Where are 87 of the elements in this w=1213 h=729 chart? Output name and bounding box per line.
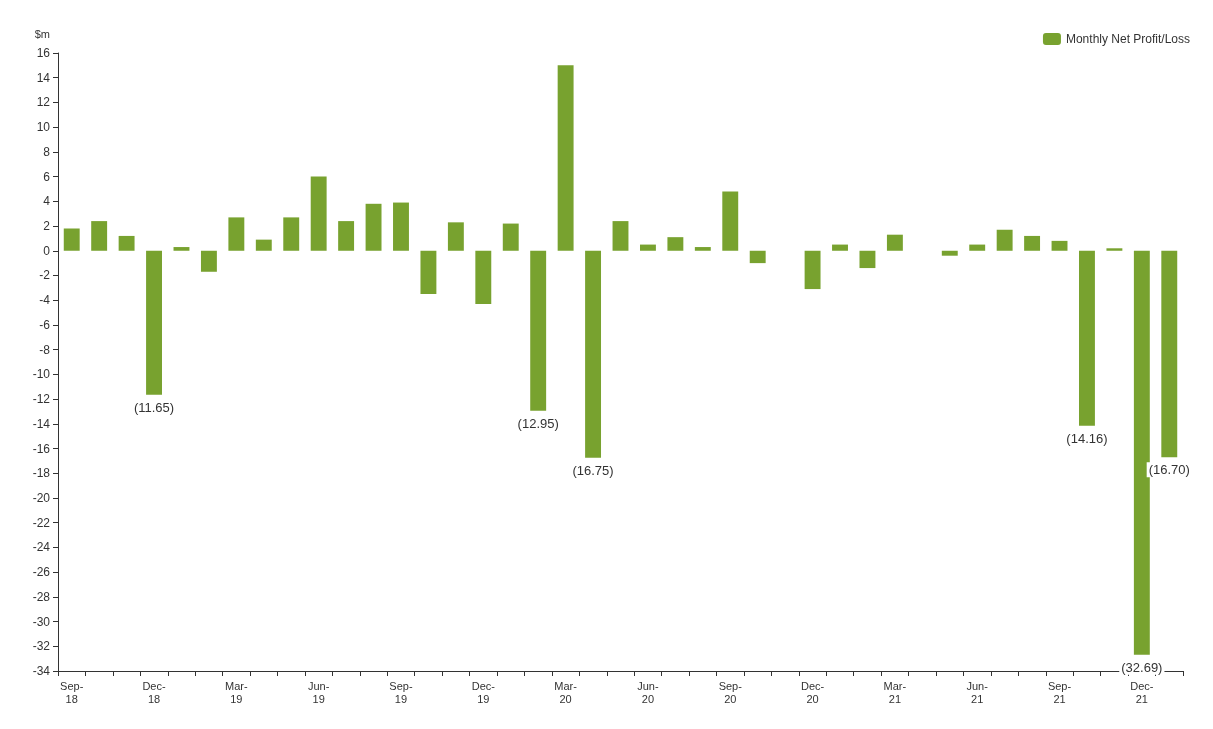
bar — [969, 244, 986, 251]
bar — [859, 250, 876, 269]
bar — [283, 217, 300, 251]
bar — [200, 250, 217, 272]
y-tick-label: -34 — [32, 664, 51, 678]
x-tick-label: Mar-21 — [883, 679, 907, 705]
data-label: (16.70) — [1148, 462, 1190, 478]
bar — [63, 228, 80, 251]
bar — [173, 247, 190, 251]
y-tick-label: -8 — [39, 342, 51, 357]
bar — [667, 237, 684, 251]
y-tick-label: -28 — [32, 589, 51, 604]
x-tick-label: Jun-20 — [637, 679, 659, 705]
x-tick-label: Mar-20 — [554, 679, 578, 705]
data-label: (32.69) — [1121, 659, 1163, 675]
y-tick-label: -24 — [32, 540, 51, 555]
bar — [1079, 250, 1095, 426]
y-tick-label: -2 — [39, 268, 51, 283]
y-tick-label: -18 — [32, 466, 51, 481]
x-tick-label: Sep-20 — [718, 679, 743, 705]
y-tick-label: -4 — [39, 293, 51, 308]
x-tick-label: Mar-19 — [225, 679, 248, 705]
bar — [941, 250, 958, 256]
data-label: (16.75) — [572, 462, 614, 478]
bar — [91, 221, 108, 251]
bar — [338, 221, 355, 251]
y-tick-label: -16 — [32, 441, 51, 456]
bar — [1106, 248, 1123, 251]
x-tick-label: Dec-20 — [800, 679, 825, 705]
data-label: (12.95) — [517, 415, 559, 431]
x-tick-label: Sep-19 — [389, 679, 413, 705]
bar — [420, 250, 437, 295]
bar — [475, 250, 492, 304]
y-tick-label: -14 — [32, 416, 51, 431]
y-tick-label: 12 — [36, 95, 51, 110]
y-tick-label: 2 — [43, 219, 51, 234]
y-tick-label: 16 — [36, 46, 51, 60]
bar — [557, 65, 574, 251]
data-label: (11.65) — [133, 399, 175, 415]
bar — [310, 176, 327, 251]
x-tick-label: Jun-21 — [966, 679, 989, 705]
y-tick-label: -32 — [32, 639, 51, 654]
y-tick-label: 6 — [43, 169, 51, 184]
x-tick-label: Dec-19 — [471, 679, 496, 705]
legend-label: Monthly Net Profit/Loss — [1065, 32, 1191, 46]
bar — [804, 250, 821, 290]
y-tick-label: 14 — [36, 70, 51, 85]
y-tick-label: -22 — [32, 515, 51, 530]
bar — [118, 235, 135, 251]
bar — [255, 239, 272, 251]
y-tick-label: 4 — [43, 194, 51, 209]
bar — [886, 234, 903, 251]
x-tick-label: Sep-18 — [60, 679, 84, 705]
bar — [447, 222, 464, 251]
y-tick-label: -26 — [32, 565, 51, 580]
y-axis-title: $m — [34, 27, 50, 40]
bar — [832, 244, 848, 251]
bar — [749, 250, 766, 264]
y-tick-label: -10 — [32, 367, 51, 382]
bar — [1161, 250, 1178, 458]
y-tick-label: -20 — [32, 490, 51, 505]
bar — [1051, 240, 1068, 251]
y-tick-label: 10 — [36, 120, 51, 135]
bar — [1024, 235, 1041, 251]
y-tick-label: 0 — [43, 243, 51, 258]
x-tick-label: Dec-21 — [1130, 679, 1154, 705]
bar — [996, 229, 1013, 251]
bar — [1133, 250, 1150, 655]
x-tick-label: Sep-21 — [1047, 679, 1072, 705]
bar — [502, 223, 519, 251]
data-label: (14.16) — [1066, 430, 1108, 446]
bar — [146, 250, 162, 395]
bar — [365, 203, 382, 251]
x-tick-label: Jun-19 — [307, 679, 330, 705]
bar — [694, 247, 711, 251]
bar — [228, 217, 245, 251]
y-tick-label: -6 — [39, 317, 51, 332]
bar — [639, 244, 656, 251]
bar — [612, 221, 629, 251]
bar — [722, 191, 739, 251]
y-tick-label: 8 — [43, 144, 51, 159]
y-tick-label: -30 — [32, 614, 51, 629]
bar — [530, 250, 547, 411]
y-tick-label: -12 — [32, 392, 51, 407]
x-tick-label: Dec-18 — [142, 679, 166, 705]
bar — [585, 250, 602, 458]
bar — [393, 202, 409, 251]
